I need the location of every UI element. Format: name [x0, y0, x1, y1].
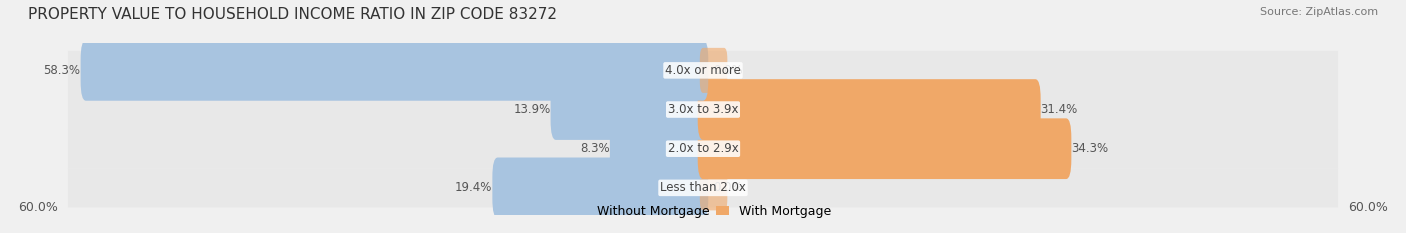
Text: 19.4%: 19.4%: [456, 181, 492, 194]
Text: 3.0x to 3.9x: 3.0x to 3.9x: [668, 103, 738, 116]
Text: 60.0%: 60.0%: [18, 202, 58, 215]
Text: 0.0%: 0.0%: [714, 181, 744, 194]
FancyBboxPatch shape: [697, 118, 1071, 179]
Text: PROPERTY VALUE TO HOUSEHOLD INCOME RATIO IN ZIP CODE 83272: PROPERTY VALUE TO HOUSEHOLD INCOME RATIO…: [28, 7, 557, 22]
Text: 58.3%: 58.3%: [44, 64, 80, 77]
Text: Source: ZipAtlas.com: Source: ZipAtlas.com: [1260, 7, 1378, 17]
Text: 8.3%: 8.3%: [581, 142, 610, 155]
FancyBboxPatch shape: [67, 129, 1339, 168]
FancyBboxPatch shape: [67, 168, 1339, 207]
Text: 13.9%: 13.9%: [513, 103, 551, 116]
FancyBboxPatch shape: [551, 79, 709, 140]
FancyBboxPatch shape: [67, 90, 1339, 129]
FancyBboxPatch shape: [67, 51, 1339, 90]
Text: 34.3%: 34.3%: [1071, 142, 1108, 155]
FancyBboxPatch shape: [700, 48, 727, 93]
FancyBboxPatch shape: [610, 118, 709, 179]
Text: 0.0%: 0.0%: [714, 64, 744, 77]
FancyBboxPatch shape: [492, 158, 709, 218]
Text: 4.0x or more: 4.0x or more: [665, 64, 741, 77]
FancyBboxPatch shape: [700, 165, 727, 210]
Text: 2.0x to 2.9x: 2.0x to 2.9x: [668, 142, 738, 155]
Text: 31.4%: 31.4%: [1040, 103, 1078, 116]
FancyBboxPatch shape: [80, 40, 709, 101]
FancyBboxPatch shape: [697, 79, 1040, 140]
Text: Less than 2.0x: Less than 2.0x: [659, 181, 747, 194]
Text: 60.0%: 60.0%: [1348, 202, 1388, 215]
Legend: Without Mortgage, With Mortgage: Without Mortgage, With Mortgage: [575, 205, 831, 218]
